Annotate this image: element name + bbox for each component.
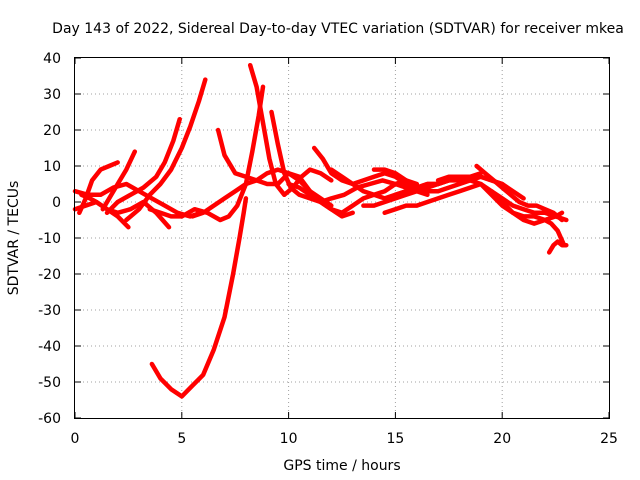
y-tick-label: 30 — [43, 87, 61, 103]
y-tick-label: -40 — [38, 339, 61, 355]
series-arc-22 — [474, 163, 565, 223]
series-arc-6 — [124, 77, 208, 223]
series-arc-1 — [77, 160, 120, 216]
series-arc-2 — [100, 149, 138, 212]
series-arc-13 — [269, 109, 420, 205]
series-arc-23 — [489, 188, 567, 248]
y-tick-label: 20 — [43, 123, 61, 139]
x-axis-label: GPS time / hours — [283, 458, 400, 474]
series-arc-19 — [382, 181, 569, 223]
x-tick-label: 5 — [177, 431, 186, 447]
series-arc-24 — [546, 239, 569, 255]
series-arc-21 — [393, 174, 526, 201]
y-tick-label: 10 — [43, 159, 61, 175]
y-tick-label: 40 — [43, 51, 61, 67]
axis-ticks: 0 5 10 15 20 25 40 30 20 10 0 -10 -20 -30 -40 -50 -60 — [38, 51, 618, 447]
x-tick-label: 10 — [280, 431, 298, 447]
series-arc-16 — [286, 178, 420, 216]
x-tick-label: 0 — [71, 431, 80, 447]
series-arc-8 — [149, 196, 249, 399]
plot-frame — [74, 57, 610, 419]
data-traces — [72, 62, 569, 399]
x-tick-label: 25 — [600, 431, 618, 447]
grid-lines — [75, 58, 609, 418]
y-tick-label: -60 — [38, 411, 61, 427]
y-tick-label: -50 — [38, 375, 61, 391]
series-arc-5 — [104, 116, 182, 216]
chart-title: Day 143 of 2022, Sidereal Day-to-day VTE… — [52, 21, 624, 37]
y-tick-label: -30 — [38, 303, 61, 319]
series-arc-11 — [247, 62, 334, 198]
y-tick-label: 0 — [52, 195, 61, 211]
y-tick-label: -10 — [38, 231, 61, 247]
y-axis-label: SDTVAR / TECUs — [6, 181, 22, 296]
x-tick-label: 15 — [386, 431, 404, 447]
series-arc-9 — [147, 84, 266, 223]
y-tick-label: -20 — [38, 267, 61, 283]
series-arc-4 — [72, 199, 131, 230]
x-tick-label: 20 — [493, 431, 511, 447]
